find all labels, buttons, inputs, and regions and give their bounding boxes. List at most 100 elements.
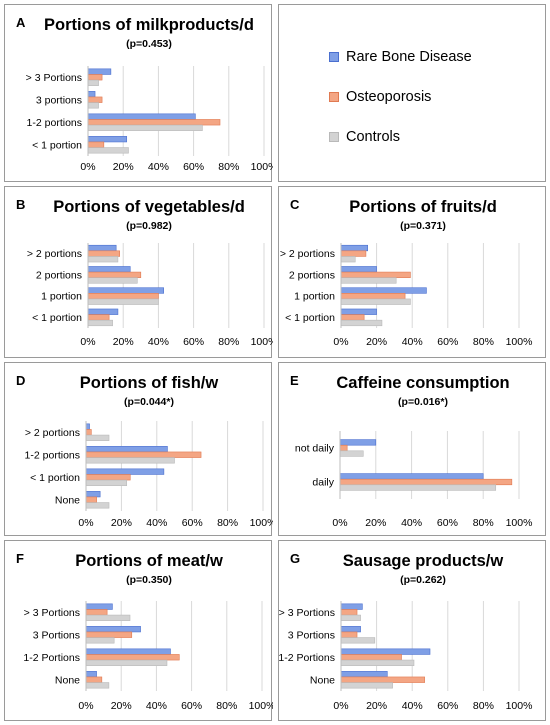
bar-osteo-2-portions xyxy=(87,271,142,278)
bar-rare-3-portions xyxy=(340,603,363,610)
x-tick-label: 40% xyxy=(402,700,423,712)
chart-b: B Portions of vegetables/d (p=0.982) 0% 20% 4… xyxy=(16,197,273,348)
category-label-3-portions: 3 Portions xyxy=(288,629,335,641)
legend-label-controls: Controls xyxy=(346,129,400,145)
category-label-3-portions: 3 Portions xyxy=(33,629,80,641)
x-tick-label: 40% xyxy=(146,700,167,712)
x-tick-label: 20% xyxy=(365,517,386,529)
panel-f: F Portions of meat/w (p=0.350) 0% 20% 40% 60% 8… xyxy=(4,540,273,721)
bar-controls-1-2-portions xyxy=(85,659,168,666)
bar-osteo-2-portions xyxy=(85,429,92,436)
x-tick-label: 100% xyxy=(249,700,273,712)
chart-title: Portions of meat/w xyxy=(75,552,223,570)
bar-rare-3-portions xyxy=(340,626,361,633)
category-label-1-2-portions: 1-2 portions xyxy=(25,449,80,461)
bar-rare-2-portions xyxy=(85,423,90,430)
bar-rare-1-2-portions xyxy=(85,446,168,453)
x-tick-label: 60% xyxy=(183,161,204,173)
category-label-1-portion: < 1 portion xyxy=(32,312,82,324)
bar-osteo-not-daily xyxy=(339,444,348,452)
chart-subtitle: (p=0.044*) xyxy=(124,396,174,408)
category-label-2-portions: > 2 portions xyxy=(27,248,82,260)
bar-controls-1-2-portions xyxy=(340,659,415,666)
chart-subtitle: (p=0.016*) xyxy=(398,396,448,408)
legend-panel: Rare Bone Disease Osteoporosis Controls xyxy=(278,4,546,182)
bar-osteo-2-portions xyxy=(87,250,120,257)
chart-title: Portions of fruits/d xyxy=(349,198,497,216)
bar-controls-2-portions xyxy=(87,277,138,284)
bar-rare-1-portion xyxy=(85,468,165,475)
category-label-3-portions: > 3 Portions xyxy=(24,607,80,619)
panel-letter: B xyxy=(16,197,25,212)
x-tick-label: 100% xyxy=(506,517,533,529)
bar-controls-3-portions xyxy=(340,637,376,644)
x-tick-label: 20% xyxy=(366,336,387,348)
bar-osteo-1-portion xyxy=(87,314,110,321)
category-label-2-portions: > 2 portions xyxy=(280,248,335,260)
bar-controls-none xyxy=(340,682,393,689)
bar-controls-3-portions xyxy=(340,614,361,621)
x-tick-label: 20% xyxy=(366,700,387,712)
panel-letter: D xyxy=(16,373,25,388)
bar-osteo-3-portions xyxy=(85,609,108,616)
x-tick-label: 100% xyxy=(251,161,273,173)
x-tick-label: 0% xyxy=(333,700,348,712)
bar-rare-1-portion xyxy=(87,308,119,315)
legend-swatch-osteo xyxy=(329,92,339,102)
x-tick-label: 100% xyxy=(506,336,533,348)
x-tick-label: 60% xyxy=(182,517,203,529)
bar-osteo-1-portion xyxy=(340,314,365,321)
x-tick-label: 100% xyxy=(250,517,273,529)
x-tick-label: 0% xyxy=(80,161,95,173)
bar-controls-2-portions xyxy=(85,434,110,441)
category-label-2-portions: 2 portions xyxy=(36,269,82,281)
x-tick-label: 60% xyxy=(437,336,458,348)
bar-controls-none xyxy=(85,502,110,509)
x-tick-label: 40% xyxy=(146,517,167,529)
bar-rare-3-portions xyxy=(85,603,113,610)
bar-rare-none xyxy=(340,671,388,678)
category-label-daily: daily xyxy=(312,477,334,489)
bar-osteo-1-portion xyxy=(85,474,131,481)
legend-item-controls: Controls xyxy=(329,129,400,145)
chart-title: Sausage products/w xyxy=(343,552,504,570)
bar-rare-1-2-portions xyxy=(340,648,431,655)
chart-g: G Sausage products/w (p=0.262) 0% 20% 40% 60% 8… xyxy=(279,551,532,712)
bar-controls-1-portion xyxy=(340,298,411,305)
bar-osteo-1-2-portions xyxy=(85,451,202,458)
bar-rare-2-portions xyxy=(87,266,131,273)
bar-controls-daily xyxy=(339,484,497,491)
bar-osteo-1-2-portions xyxy=(85,654,180,661)
x-tick-label: 80% xyxy=(217,517,238,529)
x-tick-label: 80% xyxy=(216,700,237,712)
category-label-1-portion: 1 portion xyxy=(41,291,82,303)
legend-swatch-controls xyxy=(329,132,339,142)
x-tick-label: 20% xyxy=(111,700,132,712)
chart-subtitle: (p=0.982) xyxy=(126,220,172,232)
category-label-2-portions: > 2 portions xyxy=(25,427,80,439)
bar-osteo-none xyxy=(340,676,425,683)
bar-rare-1-2-portions xyxy=(85,648,171,655)
x-tick-label: 100% xyxy=(251,336,273,348)
bar-controls-2-portions xyxy=(87,256,119,263)
legend-item-osteo: Osteoporosis xyxy=(329,89,431,105)
chart-subtitle: (p=0.371) xyxy=(400,220,446,232)
category-label-1-2-portions: 1-2 Portions xyxy=(23,652,80,664)
chart-subtitle: (p=0.262) xyxy=(400,574,446,586)
bar-osteo-none xyxy=(85,496,97,503)
category-label-none: None xyxy=(55,494,80,506)
x-tick-label: 80% xyxy=(473,700,494,712)
bar-osteo-1-2-portions xyxy=(87,119,221,126)
x-tick-label: 0% xyxy=(80,336,95,348)
x-tick-label: 0% xyxy=(78,700,93,712)
chart-d: D Portions of fish/w (p=0.044*) 0% 20% 40% 60%… xyxy=(16,373,273,529)
panel-e: E Caffeine consumption (p=0.016*) 0% 20% 40% 6… xyxy=(278,362,546,536)
chart-e: E Caffeine consumption (p=0.016*) 0% 20% 40% 6… xyxy=(290,373,533,529)
chart-subtitle: (p=0.453) xyxy=(126,38,172,50)
bar-rare-1-portion xyxy=(340,287,427,294)
x-tick-label: 0% xyxy=(333,336,348,348)
bar-controls-3-portions xyxy=(87,79,99,86)
x-tick-label: 20% xyxy=(113,161,134,173)
legend-item-rare: Rare Bone Disease xyxy=(329,49,472,65)
panel-letter: C xyxy=(290,197,300,212)
